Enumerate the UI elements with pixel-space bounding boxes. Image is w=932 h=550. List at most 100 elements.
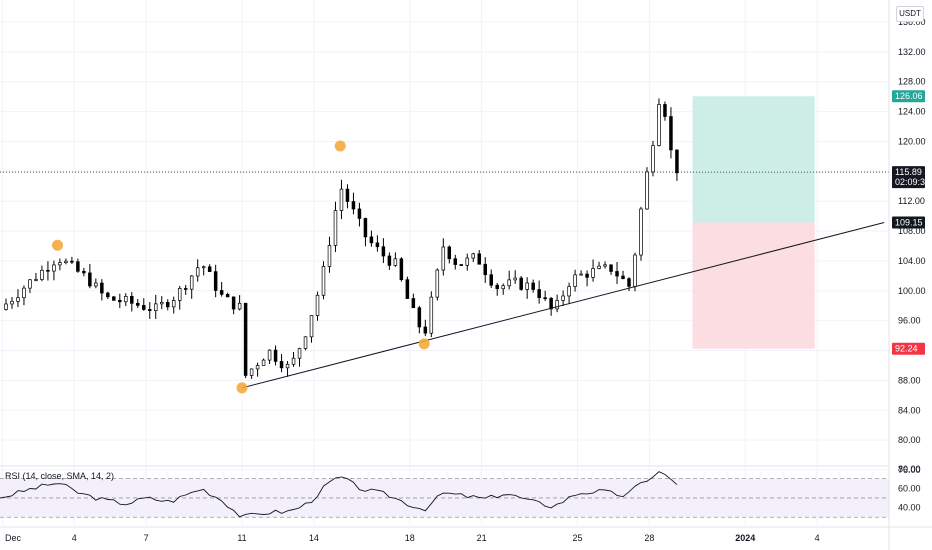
time-tick-label[interactable]: 28: [644, 533, 654, 543]
candle: [315, 291, 320, 321]
candle: [237, 295, 242, 311]
candle-body: [417, 307, 422, 328]
candle: [297, 347, 302, 367]
candle-body: [459, 264, 464, 266]
pivot-point[interactable]: [418, 338, 430, 350]
candle-body: [411, 298, 416, 309]
pivot-point[interactable]: [52, 239, 64, 251]
candle: [171, 296, 176, 314]
candle: [465, 253, 470, 271]
candle: [195, 259, 200, 282]
time-tick-label[interactable]: 4: [815, 533, 820, 543]
candle-body: [130, 296, 134, 304]
price-tick-label[interactable]: 132.00: [898, 47, 926, 57]
candle-body: [261, 359, 266, 366]
target-zone[interactable]: [692, 96, 815, 223]
stop-zone[interactable]: [692, 222, 815, 349]
candle-body: [201, 266, 206, 269]
time-tick-label[interactable]: 14: [309, 533, 319, 543]
candlestick-series: [4, 98, 679, 379]
candle-body: [633, 254, 637, 287]
rsi-indicator-label[interactable]: RSI (14, close, SMA, 14, 2): [5, 471, 114, 481]
price-tick-label[interactable]: 120.00: [898, 136, 926, 146]
time-tick-label[interactable]: 11: [237, 533, 246, 543]
price-tick-label[interactable]: 104.00: [898, 256, 926, 266]
pivot-point[interactable]: [236, 382, 248, 394]
candle-body: [441, 246, 446, 271]
candle: [639, 206, 643, 261]
long-position-tool[interactable]: [692, 96, 815, 349]
time-tick-label[interactable]: 7: [144, 533, 149, 543]
candle: [405, 276, 410, 299]
price-tick-label[interactable]: 100.00: [898, 286, 926, 296]
entry-tag-bg: [892, 216, 925, 229]
rsi-tick-label[interactable]: 80.00: [898, 464, 921, 474]
pivot-markers[interactable]: [52, 140, 430, 394]
candle: [64, 258, 68, 265]
candle: [585, 270, 589, 287]
candle-body: [159, 302, 164, 305]
candle-body: [615, 271, 619, 277]
price-tick-label[interactable]: 124.00: [898, 107, 926, 117]
candle: [273, 345, 278, 366]
rsi-tick-label[interactable]: 60.00: [898, 483, 921, 493]
candle: [387, 252, 392, 270]
candle: [207, 264, 212, 272]
time-tick-label[interactable]: 2024: [735, 533, 755, 543]
candle-body: [555, 300, 559, 310]
candle: [477, 250, 481, 265]
price-tick-label[interactable]: 84.00: [898, 405, 921, 415]
price-tick-label[interactable]: 88.00: [898, 375, 921, 385]
candle: [429, 291, 434, 338]
stop-tag-text: 92.24: [895, 344, 918, 354]
price-tick-label[interactable]: 76.00: [898, 465, 921, 475]
candle: [597, 261, 601, 270]
price-tick-label[interactable]: 96.00: [898, 316, 921, 326]
candle: [94, 278, 98, 289]
candle-body: [136, 302, 140, 306]
candle-body: [621, 275, 625, 280]
time-tick-label[interactable]: 18: [405, 533, 415, 543]
candle: [555, 294, 559, 313]
candle: [177, 285, 182, 310]
candle-body: [94, 282, 98, 287]
price-tick-label[interactable]: 80.00: [898, 435, 921, 445]
candle: [519, 275, 523, 291]
currency-label[interactable]: USDT: [896, 6, 924, 22]
candle-body: [381, 246, 386, 257]
price-tick-label[interactable]: 128.00: [898, 77, 926, 87]
time-tick-label[interactable]: 25: [572, 533, 582, 543]
candle-body: [82, 270, 86, 274]
candle-body: [489, 274, 493, 286]
candle-body: [477, 253, 481, 265]
rsi-tick-label[interactable]: 40.00: [898, 503, 921, 513]
candle-body: [183, 288, 188, 290]
current-price-tag-text: 115.89: [895, 167, 922, 177]
candle: [201, 265, 206, 276]
price-tick-label[interactable]: 136.00: [898, 17, 926, 27]
candle-body: [525, 282, 529, 290]
time-tick-label[interactable]: 21: [477, 533, 487, 543]
time-tick-label[interactable]: 4: [72, 533, 77, 543]
time-tick-label[interactable]: Dec: [5, 533, 22, 543]
candle: [225, 292, 230, 298]
candle: [154, 294, 158, 320]
candle: [543, 290, 547, 301]
candle-body: [148, 309, 152, 312]
candle-body: [561, 295, 565, 301]
price-tick-label[interactable]: 112.00: [898, 196, 925, 206]
candle-body: [213, 271, 218, 291]
candle: [309, 315, 314, 343]
candle: [100, 279, 104, 301]
candle-body: [579, 273, 583, 276]
candle-body: [399, 258, 404, 281]
candle-body: [124, 296, 128, 303]
candle-body: [363, 218, 368, 238]
price-tick-label[interactable]: 108.00: [898, 226, 926, 236]
candle-body: [585, 273, 589, 278]
support-trendline[interactable]: [241, 221, 885, 389]
pivot-point[interactable]: [334, 140, 346, 152]
candle-body: [243, 302, 248, 376]
candle: [82, 267, 86, 277]
